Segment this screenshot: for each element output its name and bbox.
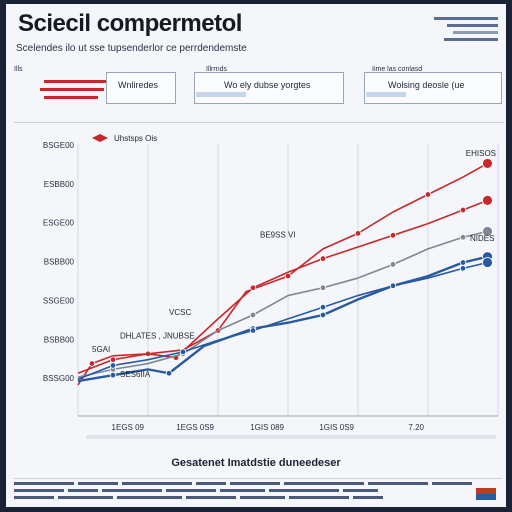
series-point xyxy=(389,232,397,239)
kpi-label: Iime las conlasd xyxy=(372,66,423,73)
kpi-value: Wo ely dubse yorgtes xyxy=(224,80,311,90)
y-tick-label: BSBB00 xyxy=(44,258,75,267)
kpi-card-3[interactable]: Iime las conlasd Wolsing deosle (ue xyxy=(364,66,504,108)
divider xyxy=(14,122,504,123)
kpi-card-2[interactable]: Illrrnds Wo ely dubse yorgtes xyxy=(194,66,344,108)
series-point xyxy=(482,226,493,237)
series-point xyxy=(459,259,467,266)
x-tick-label: 1EGS 0S9 xyxy=(176,423,214,432)
series-point xyxy=(109,371,117,379)
series-point xyxy=(179,348,187,356)
chart-annotation: SES6IIA xyxy=(120,370,151,379)
series-point xyxy=(482,194,493,206)
series-line xyxy=(77,261,488,380)
kpi-bar xyxy=(196,92,246,97)
series-point xyxy=(319,303,327,311)
kpi-bar xyxy=(40,88,104,91)
series-point xyxy=(249,311,257,319)
kpi-box xyxy=(194,72,344,104)
footer-rule xyxy=(14,478,502,479)
kpi-box xyxy=(106,72,176,104)
kpi-value: Wnliredes xyxy=(118,80,159,90)
series-point xyxy=(284,272,292,280)
series-point xyxy=(482,257,493,268)
y-tick-label: BSBB00 xyxy=(44,335,75,344)
kpi-row: Ills Wnliredes Illrrnds Wo ely dubse yor… xyxy=(14,66,504,116)
series-point xyxy=(109,356,117,363)
y-tick-label: ESGE00 xyxy=(43,219,75,228)
kpi-bar xyxy=(44,96,98,99)
series-point xyxy=(88,360,96,367)
chart-annotation: BE9SS VI xyxy=(260,230,296,239)
report-page: Sciecil compermetol Scelendes ilo ut sse… xyxy=(6,4,506,507)
series-point xyxy=(389,282,397,290)
series-point xyxy=(319,311,327,319)
series-point xyxy=(482,158,493,169)
kpi-value: Wolsing deosle (ue xyxy=(388,80,465,90)
x-tick-label: 7.20 xyxy=(408,423,424,432)
series-point xyxy=(459,206,467,214)
series-point xyxy=(459,265,467,272)
chart-annotation: VCSC xyxy=(169,308,191,317)
line-chart: BSGE00 ESBB00 ESGE00 BSBB00 SSGE00 BSBB00 BSSG… xyxy=(43,134,499,439)
series-point xyxy=(389,261,397,268)
chart-annotation: 5GAI xyxy=(92,345,110,354)
chart-annotation: NIDES xyxy=(470,234,494,243)
series-point xyxy=(459,234,467,241)
series-point xyxy=(354,230,362,237)
page-subtitle: Scelendes ilo ut sse tupsenderlor ce per… xyxy=(16,43,247,54)
header-legend-lines xyxy=(434,17,498,45)
y-tick-label: BSGE00 xyxy=(43,141,75,150)
chart-annotation: DHLATES , JNUBSE xyxy=(120,331,195,340)
legend-marker xyxy=(92,134,108,142)
kpi-bar xyxy=(44,80,114,83)
series-line xyxy=(77,255,488,383)
kpi-box xyxy=(364,72,502,104)
y-tick-label: SSGE00 xyxy=(43,296,75,305)
series-point xyxy=(109,362,117,369)
legend-label: Uhstsps Ois xyxy=(114,134,157,143)
y-tick-label: BSSG00 xyxy=(43,374,75,383)
series-line xyxy=(77,162,488,386)
footer xyxy=(14,482,502,503)
series-point xyxy=(165,370,173,377)
x-axis-band xyxy=(86,435,496,439)
series-line xyxy=(77,199,488,375)
series-point xyxy=(249,327,257,334)
series-point xyxy=(249,284,257,291)
series-point xyxy=(319,284,327,291)
x-axis-title: Gesatenet Imatdstie duneedeser xyxy=(171,457,341,469)
series-line xyxy=(77,230,488,378)
kpi-label: Ills xyxy=(14,66,23,73)
x-tick-label: 1GIS 089 xyxy=(250,423,284,432)
series-point xyxy=(424,191,432,198)
kpi-card-1[interactable]: Ills Wnliredes xyxy=(14,66,176,108)
kpi-label: Illrrnds xyxy=(206,66,228,73)
x-tick-label: 1EGS 09 xyxy=(112,423,145,432)
kpi-bar xyxy=(366,92,406,97)
series-point xyxy=(319,255,327,262)
x-tick-label: 1GIS 0S9 xyxy=(319,423,354,432)
page-title: Sciecil compermetol xyxy=(18,10,242,37)
brand-badge xyxy=(476,488,496,500)
y-tick-label: ESBB00 xyxy=(44,180,75,189)
chart-note: EHISOS xyxy=(466,149,496,158)
